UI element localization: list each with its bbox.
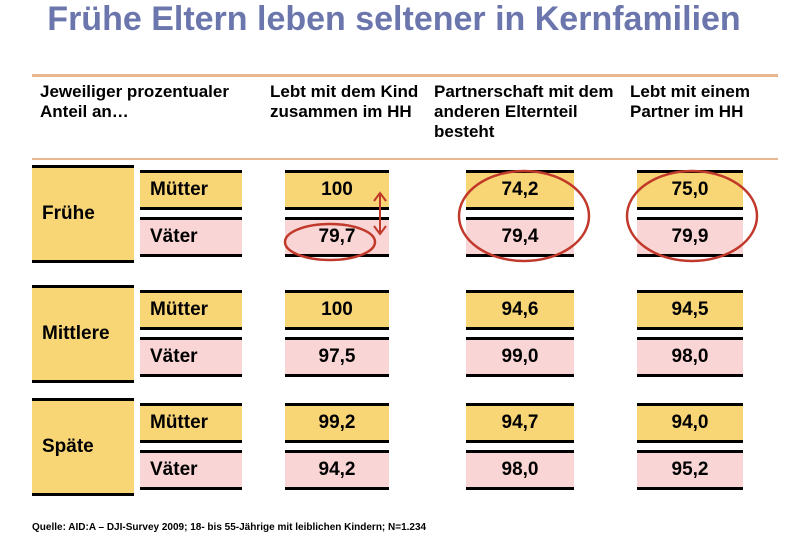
header-col2: Partnerschaft mit dem anderen Elternteil…	[434, 82, 614, 142]
table-cell: 94,6	[466, 290, 574, 330]
row-label: Mütter	[140, 403, 242, 443]
table-cell: 75,0	[637, 170, 743, 210]
table-cell: 79,9	[637, 217, 743, 257]
row-label: Väter	[140, 217, 242, 257]
table-cell: 79,4	[466, 217, 574, 257]
group-label: Späte	[32, 398, 134, 496]
header-col1: Lebt mit dem Kind zusammen im HH	[270, 82, 430, 122]
header-col1-text: Lebt mit dem Kind zusammen im HH	[270, 82, 419, 121]
page-title: Frühe Eltern leben seltener in Kernfamil…	[47, 0, 741, 38]
table-cell: 94,0	[637, 403, 743, 443]
source-note: Quelle: AID:A – DJI-Survey 2009; 18- bis…	[32, 522, 427, 533]
table-cell: 99,2	[285, 403, 389, 443]
table-cell: 99,0	[466, 337, 574, 377]
table-cell: 95,2	[637, 450, 743, 490]
table-cell: 100	[285, 170, 389, 210]
header-group: Jeweiliger prozentualer Anteil an…	[40, 82, 240, 122]
header-group-text: Jeweiliger prozentualer Anteil an…	[40, 82, 229, 121]
row-label: Väter	[140, 450, 242, 490]
group-label: Mittlere	[32, 285, 134, 383]
table-cell: 79,7	[285, 217, 389, 257]
group-label: Frühe	[32, 165, 134, 263]
row-label: Väter	[140, 337, 242, 377]
header-bottom-rule	[32, 158, 778, 160]
header-col2-text: Partnerschaft mit dem anderen Elternteil…	[434, 82, 614, 141]
table-cell: 74,2	[466, 170, 574, 210]
header-col3: Lebt mit einem Partner im HH	[630, 82, 780, 122]
table-cell: 100	[285, 290, 389, 330]
table-cell: 98,0	[466, 450, 574, 490]
table-cell: 97,5	[285, 337, 389, 377]
header-top-rule	[32, 74, 778, 77]
header-col3-text: Lebt mit einem Partner im HH	[630, 82, 750, 121]
row-label: Mütter	[140, 290, 242, 330]
table-cell: 94,5	[637, 290, 743, 330]
row-label: Mütter	[140, 170, 242, 210]
table-cell: 94,2	[285, 450, 389, 490]
table-cell: 98,0	[637, 337, 743, 377]
table-cell: 94,7	[466, 403, 574, 443]
